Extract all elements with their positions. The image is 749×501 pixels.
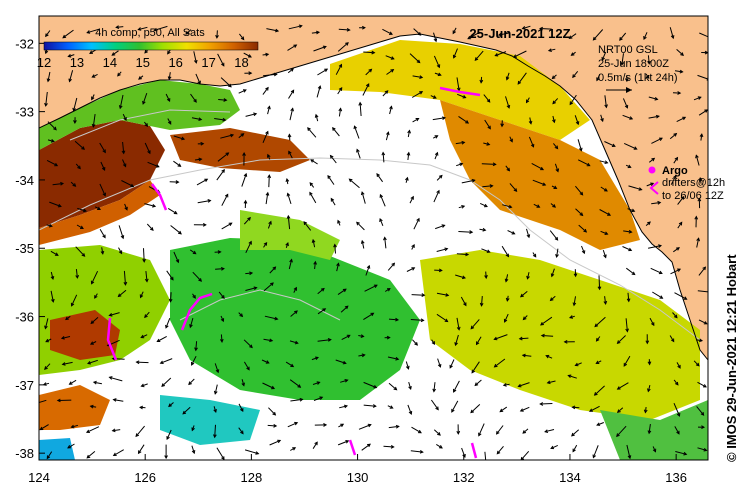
- x-tick-label: 136: [665, 470, 687, 485]
- argo-marker-icon: [649, 167, 656, 174]
- colorbar-tick-label: 15: [136, 55, 150, 70]
- current-vector: [269, 175, 270, 187]
- drifter-label-line2: to 26/06 12Z: [662, 190, 724, 202]
- current-vector-head: [484, 461, 487, 464]
- y-tick-label: -34: [15, 173, 34, 188]
- y-tick-label: -38: [15, 446, 34, 461]
- colorbar-tick-label: 16: [168, 55, 182, 70]
- current-legend-source: NRT00 GSL: [598, 44, 658, 56]
- y-tick-label: -33: [15, 105, 34, 120]
- colorbar-tick-label: 18: [234, 55, 248, 70]
- colorbar-tick-label: 17: [201, 55, 215, 70]
- current-vector: [540, 404, 552, 405]
- date-label: 25-Jun-2021 12Z: [469, 26, 570, 41]
- current-vector: [144, 248, 145, 262]
- current-vector: [482, 164, 496, 165]
- x-tick-label: 134: [559, 470, 581, 485]
- y-tick-label: -36: [15, 310, 34, 325]
- argo-label: Argo: [662, 165, 688, 177]
- colorbar-tick-label: 14: [103, 55, 117, 70]
- current-vector-head: [708, 291, 711, 294]
- x-tick-label: 130: [347, 470, 369, 485]
- x-tick-label: 126: [134, 470, 156, 485]
- y-tick-label: -32: [15, 36, 34, 51]
- current-vector: [458, 232, 472, 233]
- x-tick-label: 132: [453, 470, 475, 485]
- current-vector: [412, 295, 425, 296]
- current-vector-head: [33, 402, 36, 405]
- current-legend-time: 25-Jun 18:00Z: [598, 58, 669, 70]
- colorbar-title: 4h comp, p50, All Sats: [95, 27, 205, 39]
- y-tick-label: -35: [15, 241, 34, 256]
- credit-text: © IMOS 29-Jun-2021 12:21 Hobart: [724, 254, 739, 462]
- colorbar-tick-label: 12: [37, 55, 51, 70]
- current-vector: [137, 362, 149, 363]
- y-tick-label: -37: [15, 378, 34, 393]
- sst-patch-blue-corner: [39, 438, 75, 460]
- colorbar-tick-label: 13: [70, 55, 84, 70]
- current-vector: [599, 275, 600, 289]
- colorbar-bar: [44, 42, 258, 50]
- x-tick-label: 128: [241, 470, 263, 485]
- drifter-label-line1: drifters@12h: [662, 177, 725, 189]
- x-tick-label: 124: [28, 470, 50, 485]
- current-legend-scale: 0.5m/s (1kt 24h): [598, 72, 677, 84]
